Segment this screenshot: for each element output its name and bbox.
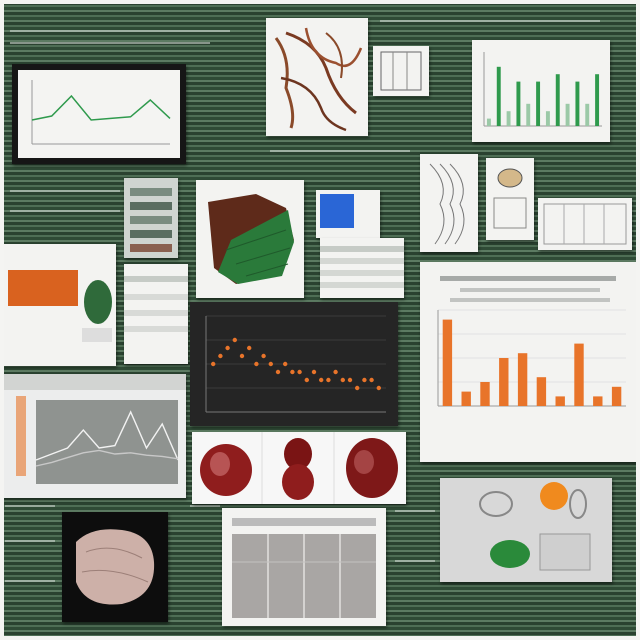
bar [526,103,531,126]
bar [611,386,622,406]
contour-sketch [429,163,465,245]
scatter-point [362,377,367,383]
bar [545,111,550,126]
document-card [124,264,188,364]
series-line [35,410,179,461]
bar [442,319,453,406]
monitor-panel [12,64,186,164]
scatter-point [297,369,302,375]
dark-scatter-card [190,302,398,426]
scatter-point [355,385,360,391]
scatter-point [304,377,309,383]
scatter-point [311,369,317,375]
bar [536,377,547,406]
scatter-point [376,385,381,391]
scatter-point [211,361,216,367]
scatter-point [283,361,288,367]
scatter-point [247,345,252,351]
anatomy-card [2,244,116,366]
vein-illustration [274,27,363,132]
small-sketch [493,168,527,229]
bar [565,103,570,126]
grey-line-chart [2,374,186,484]
monitor-line-chart [31,80,171,145]
bar [517,353,528,406]
monitor-screen [18,70,180,158]
small-diagram-card [373,46,429,96]
grey-table [232,518,376,618]
scatter-point [319,377,324,383]
scatter-point [326,377,331,383]
tissue-photo-card [62,512,168,622]
flask-photo-card [440,478,612,582]
organ-map-card [196,180,304,298]
scatter-point [232,337,237,343]
striped-book [124,178,178,258]
heart-image-strip [192,432,406,504]
dark-scatter-chart [205,315,386,413]
orange-bar-chart-card [420,262,636,462]
bar [516,81,521,126]
sketch-card-2 [486,158,534,240]
tissue-photo [76,529,155,605]
scatter-point [218,353,223,359]
orange-bar-chart [437,276,626,407]
bar [555,74,560,126]
series-line [31,94,171,121]
grey-table-card [222,508,386,626]
side-swatch [16,396,26,476]
flask-photo [479,482,591,571]
scatter-point [261,353,266,359]
plot-area [36,400,178,484]
chart-heading-bar [440,276,616,281]
scatter-point [268,361,273,367]
scatter-point [225,345,230,351]
bar [575,81,580,126]
series-line [35,449,179,467]
bar [461,391,471,406]
bar [595,74,600,126]
grey-line-chart-card [2,374,186,498]
scatter-point [333,369,338,375]
blue-square-card [316,190,380,238]
scatter-point [347,377,353,383]
scatter-point [290,369,295,375]
scatter-point [239,353,245,359]
bar [480,382,490,406]
text-card-center [320,238,404,298]
heart-images [200,432,398,504]
bar [536,81,541,126]
chart-subheading-bar [460,288,600,292]
vein-sketch-card [266,18,368,136]
green-bar-chart-card [472,40,610,142]
bar [574,343,584,406]
bar [555,396,565,406]
small-diagram [380,51,422,91]
chart-subheading-bar [450,298,610,302]
scatter-point [275,369,281,375]
bar [593,396,603,406]
organ-map-illustration [208,194,294,284]
bar [486,118,491,126]
scatter-point [369,377,374,383]
bar [585,103,590,126]
anatomy-illustration [8,270,112,342]
chart-header [2,374,186,390]
bar [506,111,511,126]
book-stripes [130,188,172,252]
table-card-right [538,198,632,250]
scatter-point [254,361,259,367]
green-bar-chart [483,52,602,127]
bar [496,66,501,126]
scatter-point [340,377,345,383]
sketch-card-1 [420,154,478,252]
bar [499,358,509,406]
small-table [543,203,627,245]
blue-square [320,194,354,228]
